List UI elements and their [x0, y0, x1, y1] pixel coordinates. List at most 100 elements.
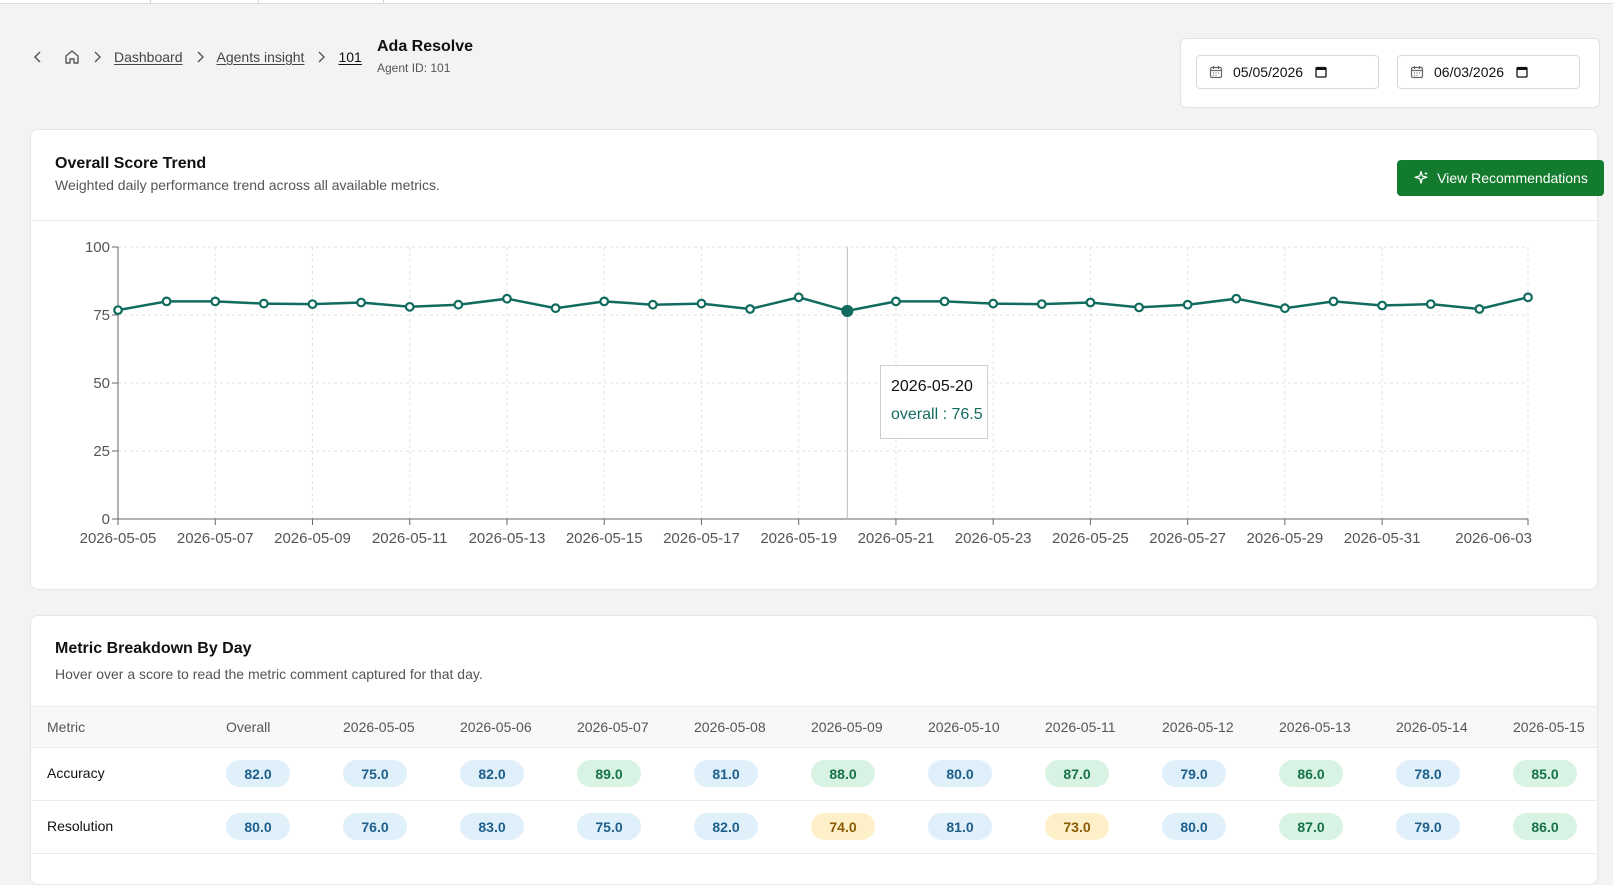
column-header: 2026-05-13 [1279, 719, 1351, 735]
breadcrumb-agents-insight-link[interactable]: Agents insight [216, 49, 305, 65]
score-pill[interactable]: 85.0 [1513, 760, 1577, 787]
data-point[interactable] [550, 303, 561, 314]
tooltip-date: 2026-05-20 [891, 378, 973, 395]
data-point[interactable] [1279, 303, 1290, 314]
breakdown-card-subtitle: Hover over a score to read the metric co… [55, 666, 483, 682]
score-pill[interactable]: 80.0 [1162, 813, 1226, 840]
data-point[interactable] [1231, 293, 1242, 304]
data-point[interactable] [1036, 299, 1047, 310]
data-point[interactable] [453, 299, 464, 310]
table-row: Accuracy 82.0 75.0 82.0 89.0 81.0 88.0 80.0 87.0… [31, 747, 1597, 801]
tab[interactable] [150, 0, 259, 3]
view-recommendations-label: View Recommendations [1437, 170, 1588, 186]
data-point[interactable] [258, 298, 269, 309]
calendar-picker-icon[interactable] [1516, 66, 1528, 78]
score-pill[interactable]: 81.0 [694, 760, 758, 787]
data-point[interactable] [696, 298, 707, 309]
data-point-active[interactable] [841, 304, 854, 318]
data-point[interactable] [161, 296, 172, 307]
chevron-right-icon [92, 51, 102, 63]
score-pill[interactable]: 75.0 [577, 813, 641, 840]
data-point[interactable] [1182, 299, 1193, 310]
agent-id-label: Agent ID: 101 [377, 61, 451, 75]
data-point[interactable] [988, 298, 999, 309]
metric-breakdown-card: Metric Breakdown By Day Hover over a sco… [30, 615, 1598, 885]
score-pill[interactable]: 82.0 [226, 760, 290, 787]
x-tick-label: 2026-05-21 [858, 530, 935, 547]
series-line-layer [117, 296, 1529, 313]
score-pill[interactable]: 86.0 [1279, 760, 1343, 787]
column-header-metric: Metric [47, 719, 86, 735]
score-pill[interactable]: 81.0 [928, 813, 992, 840]
score-pill[interactable]: 78.0 [1396, 760, 1460, 787]
breadcrumb: Dashboard Agents insight 101 [30, 45, 362, 69]
score-pill[interactable]: 87.0 [1045, 760, 1109, 787]
data-point[interactable] [210, 296, 221, 307]
data-point[interactable] [113, 305, 123, 316]
breadcrumb-agent-id-link[interactable]: 101 [338, 49, 362, 65]
data-point[interactable] [745, 304, 755, 314]
end-date-input[interactable]: 06/03/2026 [1397, 55, 1580, 89]
home-icon[interactable] [64, 49, 80, 65]
tab[interactable] [258, 0, 384, 3]
tab[interactable] [0, 0, 151, 3]
calendar-icon [1209, 65, 1223, 79]
score-pill[interactable]: 80.0 [226, 813, 290, 840]
score-pill[interactable]: 86.0 [1513, 813, 1577, 840]
start-date-input[interactable]: 05/05/2026 [1196, 55, 1379, 89]
column-header: 2026-05-15 [1513, 719, 1585, 735]
column-header: 2026-05-10 [928, 719, 1000, 735]
breadcrumb-dashboard-link[interactable]: Dashboard [114, 49, 183, 65]
column-header: 2026-05-11 [1045, 719, 1116, 735]
column-header: 2026-05-07 [577, 719, 649, 735]
score-pill[interactable]: 88.0 [811, 760, 875, 787]
chart-grid [117, 246, 1529, 520]
overall-score-line-chart[interactable]: 0 25 50 75 100 2026-05-05 2026-05-07 2026-05-09… [31, 130, 1597, 589]
score-pill[interactable]: 83.0 [460, 813, 524, 840]
data-point[interactable] [1474, 304, 1485, 314]
score-pill[interactable]: 80.0 [928, 760, 992, 787]
data-point[interactable] [939, 296, 950, 307]
score-pill[interactable]: 82.0 [460, 760, 524, 787]
data-point[interactable] [502, 293, 512, 304]
sparkle-icon [1413, 170, 1429, 186]
column-header: 2026-05-08 [694, 719, 766, 735]
data-point[interactable] [356, 297, 367, 308]
metric-name: Accuracy [47, 765, 105, 781]
score-pill[interactable]: 79.0 [1162, 760, 1226, 787]
calendar-picker-icon[interactable] [1315, 66, 1327, 78]
score-pill[interactable]: 87.0 [1279, 813, 1343, 840]
data-point[interactable] [793, 292, 804, 303]
x-tick-label: 2026-05-31 [1344, 530, 1421, 547]
agent-name: Ada Resolve [377, 38, 474, 55]
data-point[interactable] [1085, 297, 1096, 308]
data-point[interactable] [1523, 292, 1533, 303]
data-point[interactable] [307, 299, 318, 310]
data-point[interactable] [1328, 296, 1339, 307]
card-divider [31, 220, 1597, 221]
score-pill[interactable]: 75.0 [343, 760, 407, 787]
data-point[interactable] [647, 299, 658, 310]
score-pill[interactable]: 76.0 [343, 813, 407, 840]
data-point[interactable] [891, 296, 901, 307]
data-point[interactable] [1425, 299, 1436, 310]
data-point[interactable] [404, 301, 415, 312]
score-pill[interactable]: 73.0 [1045, 813, 1109, 840]
y-tick-label: 100 [85, 239, 110, 256]
data-point[interactable] [599, 296, 610, 307]
data-point[interactable] [1377, 300, 1388, 311]
chart-axes: 0 25 50 75 100 2026-05-05 2026-05-07 2026-05-09… [80, 239, 1532, 547]
x-tick-label: 2026-06-03 [1455, 530, 1532, 547]
score-pill[interactable]: 89.0 [577, 760, 641, 787]
back-chevron-icon[interactable] [30, 49, 46, 65]
score-pill[interactable]: 74.0 [811, 813, 875, 840]
score-pill[interactable]: 82.0 [694, 813, 758, 840]
score-pill[interactable]: 79.0 [1396, 813, 1460, 840]
column-header: 2026-05-06 [460, 719, 532, 735]
view-recommendations-button[interactable]: View Recommendations [1397, 160, 1604, 196]
x-tick-label: 2026-05-27 [1149, 530, 1226, 547]
x-tick-label: 2026-05-25 [1052, 530, 1129, 547]
x-tick-label: 2026-05-15 [566, 530, 643, 547]
data-point[interactable] [1134, 302, 1144, 313]
x-tick-label: 2026-05-07 [177, 530, 254, 547]
